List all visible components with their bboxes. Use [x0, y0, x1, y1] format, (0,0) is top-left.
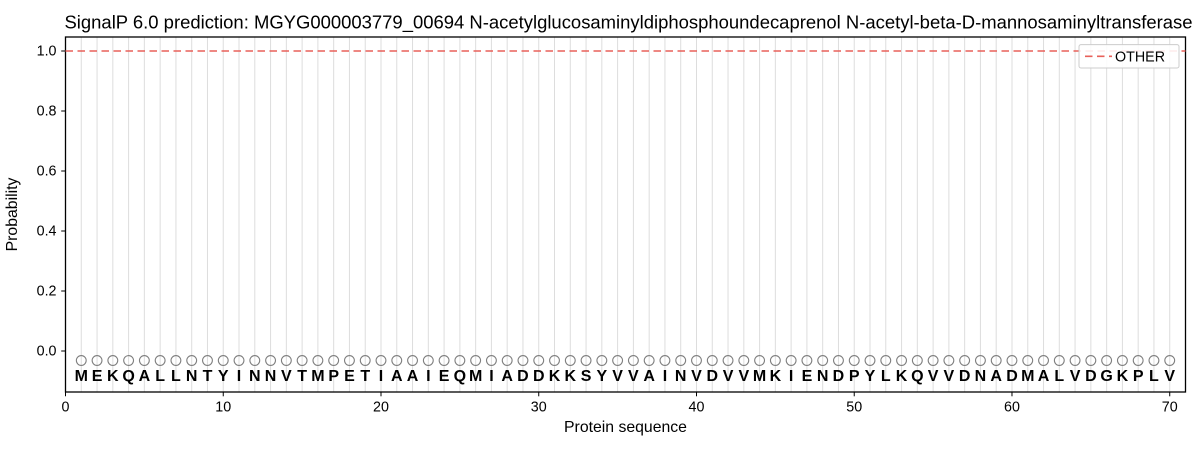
- svg-text:Q: Q: [911, 368, 923, 385]
- svg-text:M: M: [1021, 368, 1034, 385]
- svg-text:Y: Y: [218, 368, 229, 385]
- svg-text:K: K: [549, 368, 561, 385]
- svg-text:I: I: [379, 368, 383, 385]
- svg-text:0: 0: [62, 400, 70, 416]
- svg-text:20: 20: [373, 400, 389, 416]
- svg-text:M: M: [753, 368, 766, 385]
- svg-text:V: V: [1164, 368, 1175, 385]
- svg-text:I: I: [789, 368, 793, 385]
- svg-text:V: V: [944, 368, 955, 385]
- svg-text:K: K: [896, 368, 908, 385]
- svg-text:L: L: [1149, 368, 1159, 385]
- svg-text:N: N: [249, 368, 261, 385]
- svg-text:D: D: [833, 368, 845, 385]
- svg-text:Probability: Probability: [4, 178, 21, 252]
- svg-text:P: P: [328, 368, 339, 385]
- svg-text:V: V: [691, 368, 702, 385]
- svg-text:E: E: [344, 368, 355, 385]
- svg-text:OTHER: OTHER: [1115, 50, 1165, 66]
- svg-text:P: P: [1133, 368, 1144, 385]
- svg-text:D: D: [959, 368, 971, 385]
- svg-text:A: A: [990, 368, 1002, 385]
- svg-text:N: N: [265, 368, 277, 385]
- svg-text:0.8: 0.8: [37, 103, 57, 119]
- svg-text:E: E: [802, 368, 813, 385]
- svg-text:K: K: [107, 368, 119, 385]
- svg-text:V: V: [738, 368, 749, 385]
- svg-text:D: D: [1006, 368, 1018, 385]
- svg-text:Y: Y: [597, 368, 608, 385]
- svg-text:30: 30: [531, 400, 547, 416]
- svg-text:N: N: [817, 368, 829, 385]
- svg-text:V: V: [612, 368, 623, 385]
- svg-text:K: K: [1117, 368, 1129, 385]
- svg-text:0.4: 0.4: [37, 223, 57, 239]
- svg-text:V: V: [723, 368, 734, 385]
- svg-text:0.0: 0.0: [37, 343, 57, 359]
- svg-text:E: E: [439, 368, 450, 385]
- svg-text:N: N: [975, 368, 987, 385]
- svg-text:M: M: [311, 368, 324, 385]
- svg-text:L: L: [881, 368, 891, 385]
- svg-text:10: 10: [215, 400, 231, 416]
- svg-text:Y: Y: [865, 368, 876, 385]
- svg-text:L: L: [155, 368, 165, 385]
- svg-text:40: 40: [689, 400, 705, 416]
- svg-text:I: I: [489, 368, 493, 385]
- svg-text:D: D: [1085, 368, 1097, 385]
- svg-text:E: E: [92, 368, 103, 385]
- svg-text:0.2: 0.2: [37, 283, 57, 299]
- svg-text:V: V: [281, 368, 292, 385]
- svg-text:A: A: [501, 368, 513, 385]
- svg-text:A: A: [407, 368, 419, 385]
- svg-text:50: 50: [846, 400, 862, 416]
- svg-text:Q: Q: [122, 368, 134, 385]
- svg-text:S: S: [581, 368, 592, 385]
- svg-text:A: A: [643, 368, 655, 385]
- svg-text:Protein sequence: Protein sequence: [564, 419, 687, 436]
- svg-text:M: M: [469, 368, 482, 385]
- svg-text:A: A: [391, 368, 403, 385]
- svg-text:70: 70: [1162, 400, 1178, 416]
- svg-text:A: A: [139, 368, 151, 385]
- svg-text:G: G: [1100, 368, 1112, 385]
- svg-text:Q: Q: [454, 368, 466, 385]
- svg-text:A: A: [1038, 368, 1050, 385]
- svg-text:L: L: [1054, 368, 1064, 385]
- svg-text:I: I: [237, 368, 241, 385]
- svg-text:D: D: [533, 368, 545, 385]
- svg-text:M: M: [75, 368, 88, 385]
- svg-text:60: 60: [1004, 400, 1020, 416]
- svg-text:P: P: [849, 368, 860, 385]
- svg-text:V: V: [928, 368, 939, 385]
- svg-text:T: T: [203, 368, 213, 385]
- svg-text:N: N: [675, 368, 687, 385]
- svg-text:K: K: [770, 368, 782, 385]
- svg-text:L: L: [171, 368, 181, 385]
- svg-text:SignalP 6.0 prediction: MGYG00: SignalP 6.0 prediction: MGYG000003779_00…: [65, 11, 1193, 33]
- svg-text:I: I: [663, 368, 667, 385]
- svg-text:I: I: [426, 368, 430, 385]
- svg-text:T: T: [297, 368, 307, 385]
- svg-text:1.0: 1.0: [37, 43, 57, 59]
- svg-text:T: T: [360, 368, 370, 385]
- svg-text:D: D: [517, 368, 529, 385]
- svg-text:V: V: [628, 368, 639, 385]
- svg-text:K: K: [565, 368, 577, 385]
- svg-text:0.6: 0.6: [37, 163, 57, 179]
- svg-text:V: V: [1070, 368, 1081, 385]
- svg-text:N: N: [186, 368, 198, 385]
- svg-text:D: D: [706, 368, 718, 385]
